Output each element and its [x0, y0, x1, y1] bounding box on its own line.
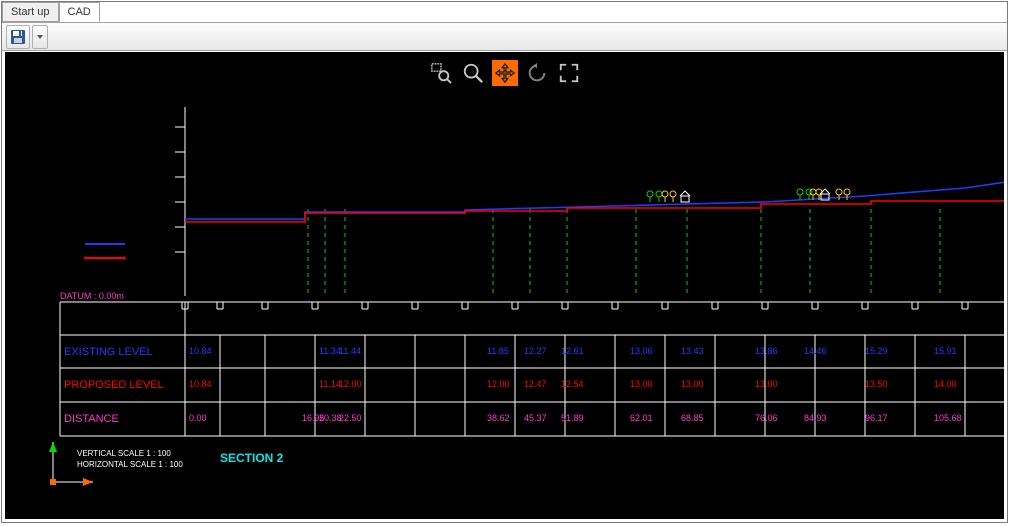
cad-label: 15.91: [934, 346, 957, 356]
cad-label: 11.44: [339, 346, 361, 356]
cad-label: 14.00: [934, 379, 957, 389]
chevron-down-icon: [36, 33, 44, 41]
cad-label: 22.50: [339, 413, 362, 423]
cad-label: PROPOSED LEVEL: [64, 379, 164, 391]
cad-label: SECTION 2: [220, 451, 283, 465]
tab-cad[interactable]: CAD: [59, 2, 100, 22]
cad-label: 0.00: [189, 413, 207, 423]
cad-label: DISTANCE: [64, 413, 119, 425]
cad-label: 76.06: [755, 413, 778, 423]
cad-label: 96.17: [865, 413, 888, 423]
cad-label: 13.00: [630, 379, 653, 389]
cad-label: 13.00: [755, 379, 778, 389]
cad-label: 38.62: [487, 413, 510, 423]
cad-label: 12.00: [487, 379, 510, 389]
cad-label: HORIZONTAL SCALE 1 : 100: [77, 460, 183, 469]
cad-label: 10.84: [189, 346, 212, 356]
cad-label: 51.89: [561, 413, 584, 423]
tab-startup[interactable]: Start up: [2, 2, 59, 22]
tabstrip: Start upCAD: [2, 2, 1007, 22]
cad-label: 11.85: [487, 346, 509, 356]
cad-label: 12.61: [561, 346, 584, 356]
cad-label: 11.34: [319, 346, 341, 356]
cad-label: 62.01: [630, 413, 653, 423]
cad-label: 12.00: [339, 379, 362, 389]
cad-label: 13.00: [681, 379, 704, 389]
cad-label: 14.46: [804, 346, 827, 356]
cad-label: 105.68: [934, 413, 962, 423]
cad-label: 12.54: [561, 379, 584, 389]
save-icon: [10, 29, 26, 45]
cad-label: DATUM : 0.00m: [60, 291, 124, 301]
cad-label: 84.93: [804, 413, 827, 423]
save-button[interactable]: [6, 25, 30, 49]
save-dropdown-button[interactable]: [32, 25, 48, 49]
cad-label: 12.27: [524, 346, 547, 356]
cad-label: 68.85: [681, 413, 704, 423]
cad-label: 13.86: [755, 346, 778, 356]
cad-label: 10.84: [189, 379, 212, 389]
cad-label: 13.43: [681, 346, 704, 356]
cad-label: 13.06: [630, 346, 653, 356]
cad-label: 13.50: [865, 379, 888, 389]
cad-label: 11.14: [319, 379, 341, 389]
app-frame: Start upCAD: [1, 1, 1008, 523]
cad-viewport[interactable]: DATUM : 0.00m VERTICAL SCALE 1 : 100 HORIZ…: [5, 52, 1004, 519]
cad-label: EXISTING LEVEL: [64, 346, 153, 358]
toolbar: [2, 22, 1007, 51]
cad-label: 45.37: [524, 413, 547, 423]
cad-label: VERTICAL SCALE 1 : 100: [77, 449, 171, 458]
cad-label: 15.29: [865, 346, 888, 356]
cad-label: 12.47: [524, 379, 547, 389]
